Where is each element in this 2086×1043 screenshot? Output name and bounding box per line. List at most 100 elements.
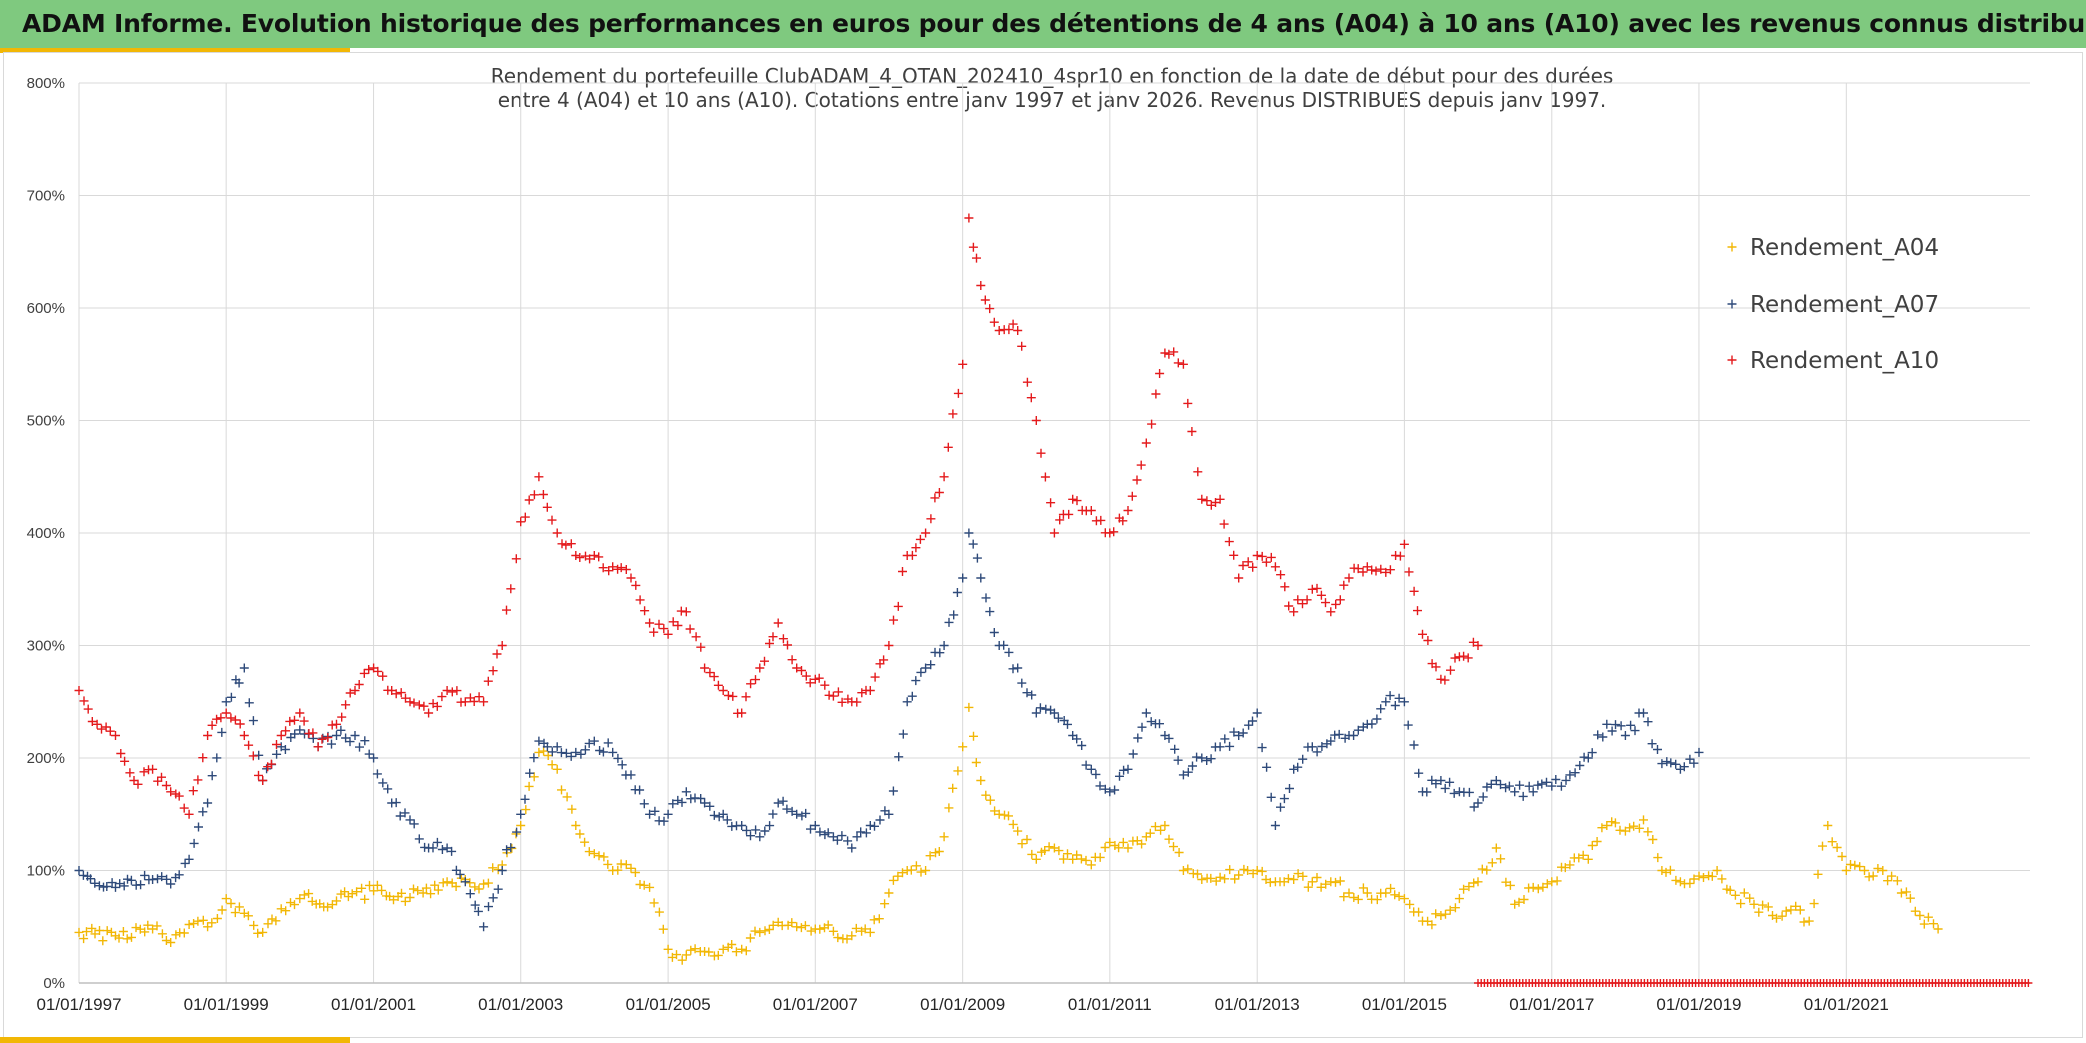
data-point-marker (745, 933, 755, 943)
accent-bar-top (0, 48, 350, 53)
x-tick-label: 01/01/2001 (331, 995, 416, 1014)
data-point-marker (595, 746, 605, 755)
data-point-marker (1298, 599, 1307, 609)
data-point-marker (437, 692, 447, 702)
data-point-marker (1339, 892, 1349, 902)
data-point-marker (837, 831, 847, 841)
data-point (810, 821, 820, 830)
data-point-marker (1053, 713, 1063, 723)
data-point-marker (1316, 882, 1326, 892)
data-point (958, 742, 968, 752)
data-point-marker (506, 843, 516, 853)
data-point-marker (87, 923, 97, 933)
data-point-marker (106, 927, 116, 937)
data-point-marker (352, 887, 362, 897)
data-point-marker (1312, 747, 1322, 757)
data-point-marker (584, 738, 594, 748)
data-point (645, 809, 655, 819)
data-point-marker (483, 676, 493, 686)
data-point-marker (272, 740, 281, 749)
data-point-marker (340, 887, 350, 897)
y-tick-label: 200% (27, 750, 65, 767)
baseline-markers (1474, 979, 2033, 987)
data-point-marker (1446, 665, 1455, 675)
data-point (994, 809, 1004, 819)
data-point-marker (1091, 769, 1101, 779)
data-point (1399, 894, 1409, 904)
x-tick-label: 01/01/1999 (184, 995, 269, 1014)
data-point (921, 866, 931, 875)
data-point-marker (1781, 906, 1791, 916)
legend-label-Rendement_A04: Rendement_A04 (1750, 235, 1939, 261)
data-point-marker (1551, 775, 1561, 784)
data-point-marker (604, 566, 614, 576)
data-point-marker (1431, 779, 1441, 789)
data-point (1583, 854, 1593, 864)
data-point-marker (760, 926, 770, 936)
data-point-marker (1303, 742, 1313, 752)
data-point-marker (925, 851, 935, 861)
data-point-marker (1570, 768, 1580, 778)
data-point (1270, 562, 1280, 572)
data-point (1123, 764, 1133, 774)
data-point-marker (492, 649, 502, 659)
data-point-marker (317, 734, 327, 744)
data-point-marker (125, 768, 135, 778)
y-tick-label: 800% (27, 75, 65, 92)
data-point (1141, 708, 1151, 718)
data-point (1749, 899, 1759, 909)
data-point-marker (86, 874, 95, 884)
data-point-marker (616, 563, 626, 573)
data-point (1086, 764, 1096, 774)
data-point-marker (1371, 566, 1381, 576)
data-point-marker (327, 720, 337, 730)
data-point-marker (101, 722, 111, 732)
data-point-marker (1846, 860, 1855, 869)
data-point-marker (377, 885, 387, 895)
data-point-marker (193, 775, 203, 785)
data-point-marker (1155, 369, 1165, 378)
data-point (221, 708, 231, 718)
data-point-marker (378, 778, 388, 788)
data-point-marker (1022, 688, 1032, 698)
data-point-marker (1283, 874, 1293, 884)
data-point-marker (741, 692, 751, 702)
data-point-marker (906, 865, 916, 875)
data-point-marker (1504, 781, 1514, 791)
data-point (1418, 629, 1427, 639)
data-point-marker (1459, 884, 1469, 894)
data-point-marker (1763, 902, 1773, 912)
data-point-marker (207, 918, 217, 928)
data-point (369, 886, 379, 896)
data-point-marker (654, 619, 664, 629)
data-point-marker (1850, 860, 1860, 870)
data-point (1215, 872, 1225, 882)
data-point-marker (1661, 867, 1671, 877)
data-point-marker (396, 688, 406, 698)
data-point (405, 893, 415, 902)
data-point-marker (1717, 874, 1727, 884)
data-point-marker (432, 837, 442, 847)
data-point-marker (1220, 734, 1230, 744)
data-point-marker (1193, 467, 1203, 477)
data-point-marker (337, 712, 347, 722)
page-title: ADAM Informe. Evolution historique des p… (22, 9, 2086, 38)
data-point-marker (1616, 721, 1626, 731)
data-point-marker (1390, 890, 1400, 900)
data-point (663, 809, 673, 819)
data-point-marker (1515, 780, 1525, 790)
data-point-marker (613, 865, 623, 875)
data-point-marker (677, 797, 687, 807)
data-point-marker (520, 794, 530, 804)
data-point-marker (640, 606, 650, 616)
data-point-marker (1302, 595, 1312, 605)
data-point (1510, 787, 1520, 797)
data-point-marker (360, 736, 370, 746)
data-point-marker (1413, 606, 1422, 616)
data-point-marker (820, 680, 830, 690)
data-point (589, 551, 599, 560)
data-point-marker (1501, 783, 1511, 793)
header-banner: ADAM Informe. Evolution historique des p… (0, 0, 2086, 48)
data-point-marker (1579, 752, 1589, 762)
data-point-marker (157, 929, 167, 939)
